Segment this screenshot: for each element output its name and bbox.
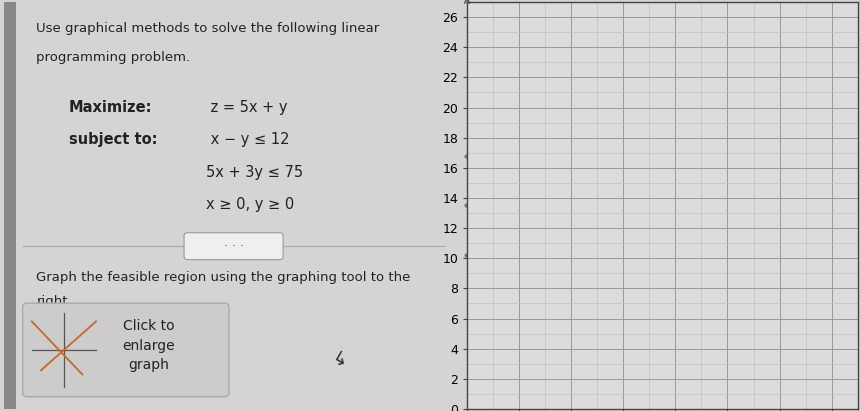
Text: programming problem.: programming problem.	[36, 51, 190, 64]
Text: x ≥ 0, y ≥ 0: x ≥ 0, y ≥ 0	[206, 197, 294, 212]
Text: Graph the feasible region using the graphing tool to the: Graph the feasible region using the grap…	[36, 270, 411, 284]
Text: right.: right.	[36, 295, 72, 308]
Text: Use graphical methods to solve the following linear: Use graphical methods to solve the follo…	[36, 23, 379, 35]
Text: z = 5x + y: z = 5x + y	[206, 100, 288, 115]
Text: Maximize:: Maximize:	[68, 100, 152, 115]
Text: 5x + 3y ≤ 75: 5x + 3y ≤ 75	[206, 165, 303, 180]
Text: ↳: ↳	[327, 350, 350, 374]
Text: · · ·: · · ·	[223, 240, 244, 253]
FancyBboxPatch shape	[184, 233, 282, 260]
Text: subject to:: subject to:	[68, 132, 157, 147]
Text: x − y ≤ 12: x − y ≤ 12	[206, 132, 289, 147]
Bar	[4, 2, 15, 409]
FancyBboxPatch shape	[22, 303, 229, 397]
Text: Click to
enlarge
graph: Click to enlarge graph	[122, 319, 175, 372]
